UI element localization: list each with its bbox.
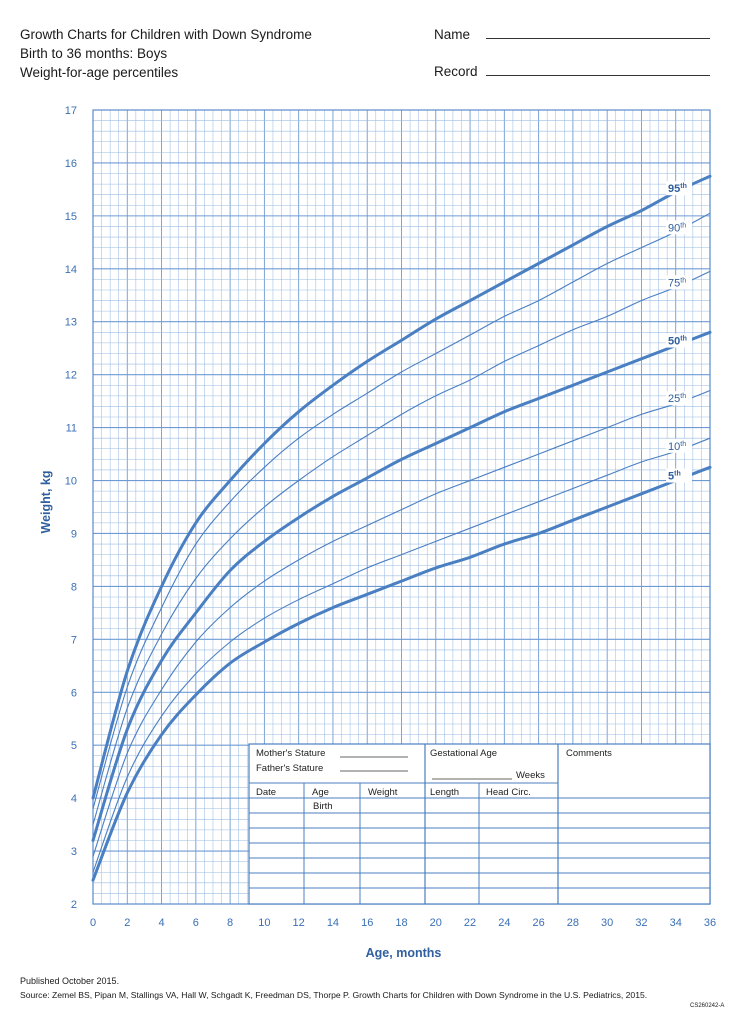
x-tick-label: 26 (532, 917, 544, 929)
y-tick-label: 17 (65, 105, 77, 117)
chart-subtitle-measure: Weight-for-age percentiles (20, 65, 179, 80)
curve-p5 (91, 465, 712, 882)
x-tick-label: 30 (601, 917, 613, 929)
y-tick-label: 12 (65, 370, 77, 382)
x-tick-label: 4 (158, 917, 164, 929)
x-tick-label: 32 (635, 917, 647, 929)
chart-title-block: Growth Charts for Children with Down Syn… (20, 25, 312, 82)
form-col-age: Age (312, 787, 329, 798)
x-tick-label: 34 (670, 917, 682, 929)
percentile-curves (91, 174, 712, 882)
curve-label-suffix: th (680, 336, 687, 343)
mothers-stature-label: Mother's Stature (256, 748, 325, 759)
curve-label-suffix: th (680, 183, 687, 190)
y-tick-label: 8 (71, 581, 77, 593)
x-tick-label: 36 (704, 917, 716, 929)
y-tick-label: 2 (71, 899, 77, 911)
curve-p50 (91, 330, 712, 842)
curve-label-suffix: th (674, 471, 681, 478)
curve-label-bg (666, 220, 693, 235)
chart-subtitle-age-range: Birth to 36 months: Boys (20, 46, 168, 61)
y-tick-label: 4 (71, 793, 77, 805)
form-col-head-circ: Head Circ. (486, 787, 531, 798)
x-tick-label: 0 (90, 917, 96, 929)
y-tick-label: 9 (71, 528, 77, 540)
curve-label-bg (666, 468, 693, 483)
curve-label-bg (666, 181, 693, 196)
form-birth-label: Birth (313, 801, 333, 812)
weeks-label: Weeks (516, 770, 545, 781)
curve-p75 (92, 270, 711, 826)
x-axis-label: Age, months (366, 946, 442, 960)
published-note: Published October 2015. (20, 976, 120, 986)
form-col-date: Date (256, 787, 276, 798)
y-tick-label: 5 (71, 740, 77, 752)
curve-label-suffix: th (680, 277, 686, 284)
y-tick-label: 13 (65, 317, 77, 329)
source-citation: Source: Zemel BS, Pipan M, Stallings VA,… (20, 990, 648, 1000)
x-tick-label: 16 (361, 917, 373, 929)
x-tick-label: 20 (430, 917, 442, 929)
y-axis-label: Weight, kg (39, 471, 53, 534)
name-label: Name (434, 27, 471, 42)
x-tick-label: 12 (293, 917, 305, 929)
x-tick-label: 14 (327, 917, 339, 929)
y-tick-label: 16 (65, 158, 77, 170)
curve-label-bg (666, 333, 693, 348)
curve-p90 (92, 212, 711, 810)
name-field[interactable] (486, 38, 710, 39)
y-tick-label: 11 (66, 423, 77, 435)
record-label: Record (434, 64, 478, 79)
form-col-length: Length (430, 787, 459, 798)
gestational-age-label: Gestational Age (430, 748, 497, 759)
y-tick-label: 14 (65, 264, 77, 276)
curve-p95 (91, 174, 712, 800)
curve-label-suffix: th (680, 441, 686, 448)
x-tick-label: 18 (395, 917, 407, 929)
record-field[interactable] (486, 75, 710, 76)
fathers-stature-label: Father's Stature (256, 763, 323, 774)
form-col-weight: Weight (368, 787, 398, 798)
x-tick-label: 8 (227, 917, 233, 929)
y-tick-label: 3 (71, 846, 77, 858)
x-tick-label: 22 (464, 917, 476, 929)
curve-label-suffix: th (680, 222, 686, 229)
curve-label-bg (666, 438, 693, 453)
x-tick-label: 10 (258, 917, 270, 929)
comments-label: Comments (566, 748, 612, 759)
y-tick-label: 7 (71, 634, 77, 646)
x-tick-label: 28 (567, 917, 579, 929)
y-tick-label: 6 (71, 687, 77, 699)
curve-label-suffix: th (680, 393, 686, 400)
document-code: CS260242-A (690, 1003, 725, 1009)
curve-label-bg (666, 275, 693, 290)
curve-p10 (92, 437, 711, 873)
curve-p25 (92, 389, 711, 857)
y-tick-label: 15 (65, 211, 77, 223)
x-tick-label: 6 (193, 917, 199, 929)
x-tick-label: 24 (498, 917, 510, 929)
chart-title: Growth Charts for Children with Down Syn… (20, 27, 312, 42)
x-tick-label: 2 (124, 917, 130, 929)
curve-label-bg (666, 391, 693, 406)
y-tick-label: 10 (65, 476, 77, 488)
data-entry-form (248, 743, 711, 905)
